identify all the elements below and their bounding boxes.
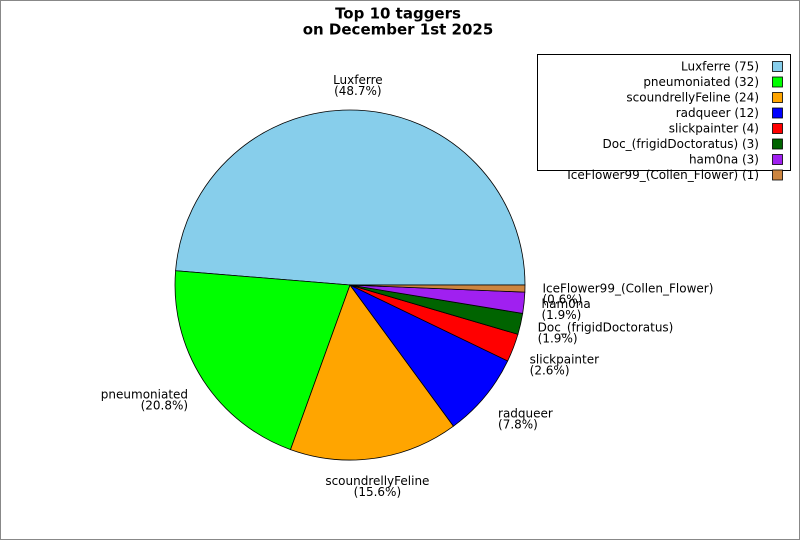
slice-label: slickpainter bbox=[530, 353, 599, 367]
legend-label: pneumoniated (32) bbox=[643, 75, 759, 89]
slice-value-label: (1.9%) bbox=[541, 308, 581, 322]
slice-label: scoundrellyFeline bbox=[325, 474, 429, 488]
legend-swatch bbox=[772, 154, 783, 165]
slice-value-label: (1.9%) bbox=[538, 331, 578, 345]
chart-title: Top 10 taggers bbox=[335, 5, 461, 23]
pie-slice bbox=[175, 109, 526, 286]
legend-label: Luxferre (75) bbox=[681, 60, 759, 74]
pie-slice bbox=[290, 284, 454, 461]
slice-label: Doc_(frigidDoctoratus) bbox=[538, 320, 674, 334]
legend-label: slickpainter (4) bbox=[669, 122, 759, 136]
slice-value-label: (2.6%) bbox=[530, 364, 570, 378]
legend-swatch bbox=[772, 123, 783, 134]
slice-value-label: (20.8%) bbox=[141, 399, 188, 413]
legend-label: Doc_(frigidDoctoratus) (3) bbox=[603, 137, 760, 151]
slice-value-label: (48.7%) bbox=[334, 84, 381, 98]
slice-label: ham0na bbox=[541, 297, 590, 311]
legend-swatch bbox=[772, 107, 783, 119]
legend-swatch bbox=[772, 61, 783, 72]
legend-label: scoundrellyFeline (24) bbox=[626, 91, 759, 105]
slice-label: IceFlower99_(Collen_Flower) bbox=[542, 281, 713, 295]
legend-swatch bbox=[772, 169, 783, 181]
slice-label: pneumoniated bbox=[101, 388, 188, 402]
pie-slice bbox=[349, 284, 526, 293]
legend-label: IceFlower99_(Collen_Flower) (1) bbox=[567, 168, 759, 182]
chart-subtitle: on December 1st 2025 bbox=[303, 21, 494, 39]
legend-label: radqueer (12) bbox=[676, 106, 759, 120]
slice-value-label: (7.8%) bbox=[498, 418, 538, 432]
legend-swatch bbox=[772, 138, 783, 150]
legend-swatch bbox=[772, 92, 783, 103]
legend-box bbox=[537, 54, 791, 171]
slice-value-label: (0.6%) bbox=[542, 292, 582, 306]
slice-label: Luxferre bbox=[333, 73, 383, 87]
slice-label: radqueer bbox=[498, 407, 553, 421]
slice-value-label: (15.6%) bbox=[354, 485, 401, 499]
legend-swatch bbox=[772, 76, 783, 88]
legend-label: ham0na (3) bbox=[689, 153, 759, 167]
